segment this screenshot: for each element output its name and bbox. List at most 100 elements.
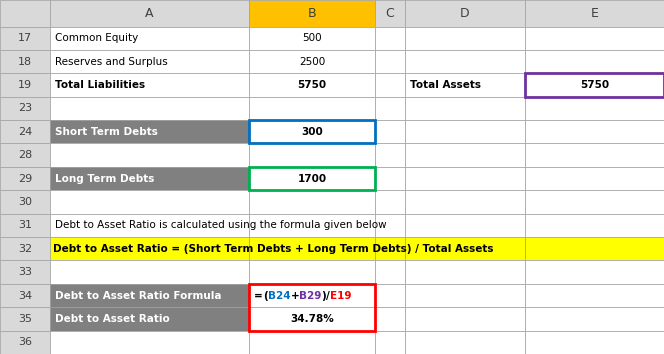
Text: 34.78%: 34.78% [290, 314, 334, 324]
Bar [50, 190, 249, 214]
Bar [249, 237, 375, 261]
Text: 18: 18 [18, 57, 32, 67]
Bar [375, 307, 405, 331]
Text: B24: B24 [268, 291, 290, 301]
Bar [0, 50, 50, 73]
Bar [525, 190, 664, 214]
Bar [375, 50, 405, 73]
Text: 34: 34 [18, 291, 32, 301]
Text: 500: 500 [302, 33, 322, 43]
Bar [405, 97, 525, 120]
Text: 17: 17 [18, 33, 32, 43]
Bar [405, 284, 525, 307]
Bar [249, 27, 375, 50]
Bar [249, 284, 375, 331]
Bar [50, 261, 249, 284]
Bar [405, 0, 525, 27]
Bar [525, 0, 664, 27]
Bar [249, 0, 375, 27]
Bar [375, 73, 405, 97]
Bar [375, 214, 405, 237]
Bar [249, 120, 375, 143]
Bar [525, 284, 664, 307]
Bar [405, 27, 525, 50]
Bar [0, 190, 50, 214]
Text: 28: 28 [18, 150, 32, 160]
Bar [525, 331, 664, 354]
Text: Common Equity: Common Equity [55, 33, 138, 43]
Bar [525, 237, 664, 261]
Text: +: + [290, 291, 299, 301]
Bar [405, 331, 525, 354]
Bar [50, 97, 249, 120]
Bar [525, 167, 664, 190]
Bar [50, 331, 249, 354]
Text: Debt to Asset Ratio Formula: Debt to Asset Ratio Formula [55, 291, 222, 301]
Bar [525, 143, 664, 167]
Bar [375, 143, 405, 167]
Bar [375, 0, 405, 27]
Text: 5750: 5750 [580, 80, 609, 90]
Bar [249, 284, 375, 307]
Text: 36: 36 [18, 337, 32, 347]
Text: E19: E19 [330, 291, 351, 301]
Text: Debt to Asset Ratio: Debt to Asset Ratio [55, 314, 170, 324]
Bar [50, 0, 249, 27]
Text: 29: 29 [18, 173, 32, 184]
Bar [375, 27, 405, 50]
Bar [525, 214, 664, 237]
Bar [375, 331, 405, 354]
Bar [525, 120, 664, 143]
Bar [249, 167, 375, 190]
Bar [525, 73, 664, 97]
Bar [405, 214, 525, 237]
Bar [50, 73, 249, 97]
Text: 33: 33 [18, 267, 32, 277]
Text: Debt to Asset Ratio is calculated using the formula given below: Debt to Asset Ratio is calculated using … [55, 220, 386, 230]
Bar [0, 167, 50, 190]
Text: Total Liabilities: Total Liabilities [55, 80, 145, 90]
Text: 2500: 2500 [299, 57, 325, 67]
Text: /: / [326, 291, 330, 301]
Text: 300: 300 [301, 127, 323, 137]
Text: 30: 30 [18, 197, 32, 207]
Text: 23: 23 [18, 103, 32, 113]
Bar [375, 167, 405, 190]
Bar [249, 261, 375, 284]
Bar [249, 307, 375, 331]
Bar [50, 214, 249, 237]
Bar [405, 120, 525, 143]
Bar [0, 284, 50, 307]
Text: Debt to Asset Ratio = (Short Term Debts + Long Term Debts) / Total Assets: Debt to Asset Ratio = (Short Term Debts … [53, 244, 493, 254]
Bar [249, 50, 375, 73]
Bar [50, 167, 249, 190]
Bar [405, 261, 525, 284]
Bar [525, 73, 664, 97]
Bar [375, 190, 405, 214]
Bar [50, 120, 249, 143]
Bar [249, 214, 375, 237]
Bar [0, 331, 50, 354]
Text: B29: B29 [299, 291, 321, 301]
Bar [0, 214, 50, 237]
Bar [50, 284, 249, 307]
Text: A: A [145, 7, 153, 20]
Bar [375, 261, 405, 284]
Bar [405, 143, 525, 167]
Bar [50, 237, 249, 261]
Bar [249, 167, 375, 190]
Bar [405, 73, 525, 97]
Bar [375, 120, 405, 143]
Bar [50, 27, 249, 50]
Text: 35: 35 [18, 314, 32, 324]
Bar [525, 261, 664, 284]
Text: 24: 24 [18, 127, 32, 137]
Text: Short Term Debts: Short Term Debts [55, 127, 158, 137]
Bar [249, 97, 375, 120]
Bar [50, 307, 249, 331]
Text: 19: 19 [18, 80, 32, 90]
Bar [525, 27, 664, 50]
Bar [249, 73, 375, 97]
Bar [375, 97, 405, 120]
Bar [50, 143, 249, 167]
